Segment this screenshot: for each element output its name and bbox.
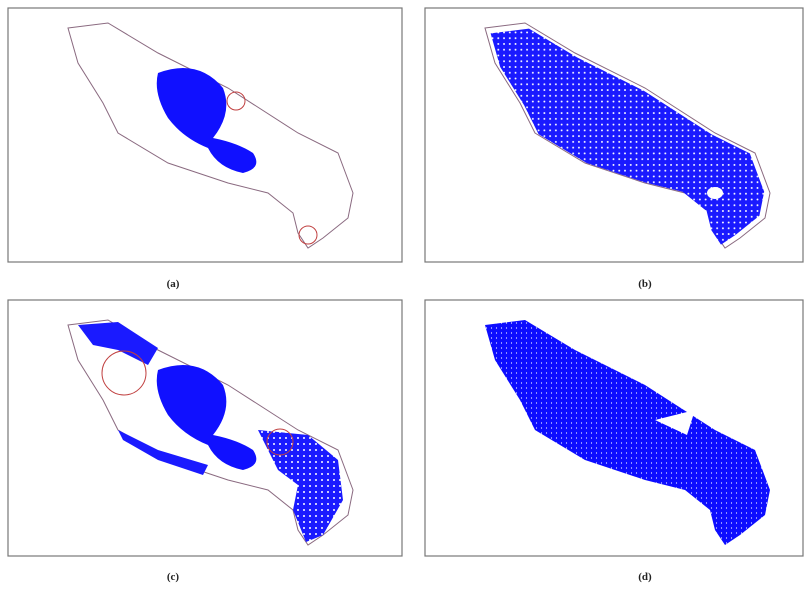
- page: (a) (b) (c) (d) (() => { const: [0, 0, 810, 592]
- panel-a: [8, 8, 402, 262]
- panel-label: (c): [167, 571, 180, 583]
- panel-c: [8, 300, 402, 556]
- panel-d: [425, 300, 803, 556]
- panel-label: (b): [638, 278, 652, 290]
- gap: [707, 187, 723, 199]
- figure: (a) (b) (c) (d): [0, 0, 810, 592]
- panel-b: [425, 8, 803, 262]
- panel-label: (a): [167, 278, 180, 290]
- panel-label: (d): [638, 571, 652, 583]
